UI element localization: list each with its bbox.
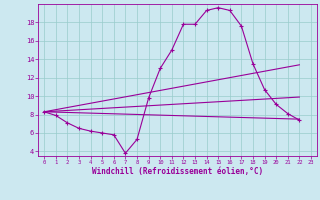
X-axis label: Windchill (Refroidissement éolien,°C): Windchill (Refroidissement éolien,°C) [92,167,263,176]
